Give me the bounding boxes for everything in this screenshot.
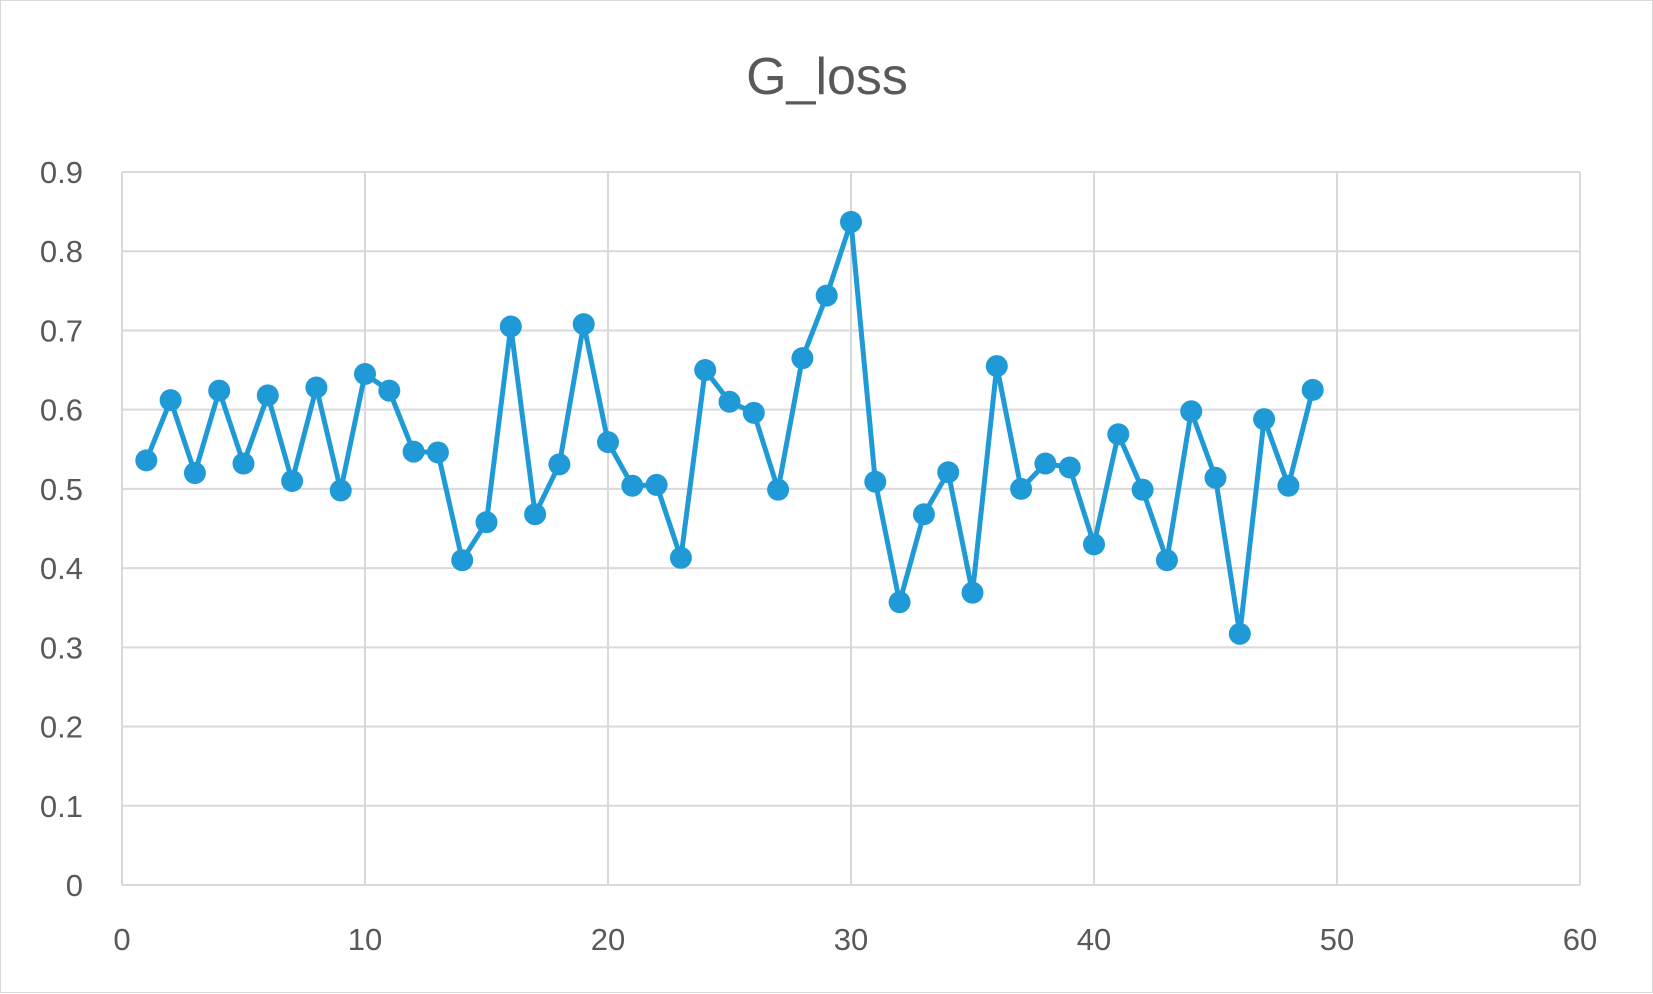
data-point <box>742 401 765 424</box>
data-point <box>499 315 522 338</box>
data-point <box>888 591 911 614</box>
data-point <box>1180 400 1203 423</box>
data-point <box>329 479 352 502</box>
data-point <box>1010 477 1033 500</box>
y-tick-label: 0.7 <box>40 313 83 348</box>
data-point <box>912 503 935 526</box>
data-point <box>159 389 182 412</box>
x-tick-label: 50 <box>1320 922 1354 957</box>
y-tick-label: 0.3 <box>40 630 83 665</box>
y-tick-label: 0 <box>66 868 83 903</box>
data-point <box>426 441 449 464</box>
chart-title: G_loss <box>746 48 908 106</box>
data-point <box>524 503 547 526</box>
data-point <box>1034 452 1057 475</box>
data-point <box>451 549 474 572</box>
y-tick-label: 0.8 <box>40 234 83 269</box>
data-point <box>281 469 304 492</box>
data-point <box>669 546 692 569</box>
data-point <box>475 511 498 534</box>
data-point <box>1253 408 1276 431</box>
y-tick-label: 0.1 <box>40 789 83 824</box>
series-g-loss <box>135 210 1324 645</box>
x-tick-label: 40 <box>1077 922 1111 957</box>
data-point <box>961 581 984 604</box>
data-point <box>135 449 158 472</box>
data-point <box>572 313 595 336</box>
data-point <box>985 355 1008 378</box>
y-tick-label: 0.9 <box>40 155 83 190</box>
tick-labels: 0 0.1 0.2 0.3 0.4 0.5 0.6 0.7 0.8 0.9 0 10 20 30 40 50 6… <box>40 155 1597 957</box>
y-tick-label: 0.4 <box>40 551 83 586</box>
data-point <box>1131 478 1154 501</box>
data-point <box>645 473 668 496</box>
x-tick-label: 30 <box>834 922 868 957</box>
x-tick-label: 0 <box>113 922 130 957</box>
data-point <box>256 384 279 407</box>
data-point <box>402 440 425 463</box>
data-point <box>1204 466 1227 489</box>
data-point <box>354 363 376 386</box>
y-tick-label: 0.6 <box>40 393 83 428</box>
data-point <box>718 390 741 413</box>
y-tick-label: 0.2 <box>40 710 83 745</box>
x-tick-label: 20 <box>591 922 625 957</box>
data-point <box>1058 456 1081 479</box>
data-point <box>621 474 644 497</box>
data-point <box>232 452 255 475</box>
series-line <box>143 219 1316 637</box>
y-tick-label: 0.5 <box>40 472 83 507</box>
data-point <box>305 376 328 399</box>
data-point <box>208 379 231 402</box>
axes <box>121 172 1580 886</box>
data-point <box>840 210 862 233</box>
x-tick-label: 10 <box>348 922 382 957</box>
data-point <box>694 359 717 382</box>
data-point <box>864 470 887 493</box>
data-point <box>791 347 814 370</box>
data-point <box>1083 533 1105 556</box>
x-tick-label: 60 <box>1563 922 1597 957</box>
data-point <box>548 453 571 476</box>
data-point <box>378 379 401 402</box>
data-point <box>183 462 206 485</box>
data-point <box>815 284 838 307</box>
data-point <box>1301 378 1324 401</box>
data-point <box>1228 622 1251 645</box>
data-point <box>1155 549 1178 572</box>
data-point <box>1277 474 1300 497</box>
data-point <box>1107 423 1130 446</box>
data-point <box>767 478 790 501</box>
gridlines <box>122 171 1581 885</box>
data-point <box>937 461 960 484</box>
data-point <box>597 431 619 454</box>
